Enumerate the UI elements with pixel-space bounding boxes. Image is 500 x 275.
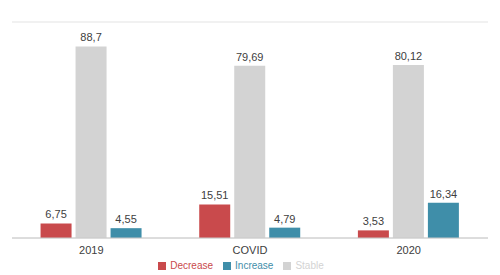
- html-text:Increase: Increase: [235, 260, 274, 271]
- svg-text:79,69: 79,69: [236, 51, 264, 63]
- svg-text:6,75: 6,75: [45, 208, 66, 220]
- svg-text:80,12: 80,12: [395, 50, 423, 62]
- svg-text:3,53: 3,53: [363, 215, 384, 227]
- svg-text:16,34: 16,34: [430, 188, 458, 200]
- html-text:Decrease: Decrease: [170, 260, 213, 271]
- svg-text:4,55: 4,55: [115, 213, 136, 225]
- svg-text:4,79: 4,79: [274, 213, 295, 225]
- svg-text:COVID: COVID: [233, 244, 268, 256]
- svg-text:15,51: 15,51: [201, 189, 229, 201]
- svg-text:2020: 2020: [396, 244, 420, 256]
- svg-text:88,7: 88,7: [80, 31, 101, 43]
- svg-text:2019: 2019: [79, 244, 103, 256]
- html-text:Stable: Stable: [295, 260, 324, 271]
